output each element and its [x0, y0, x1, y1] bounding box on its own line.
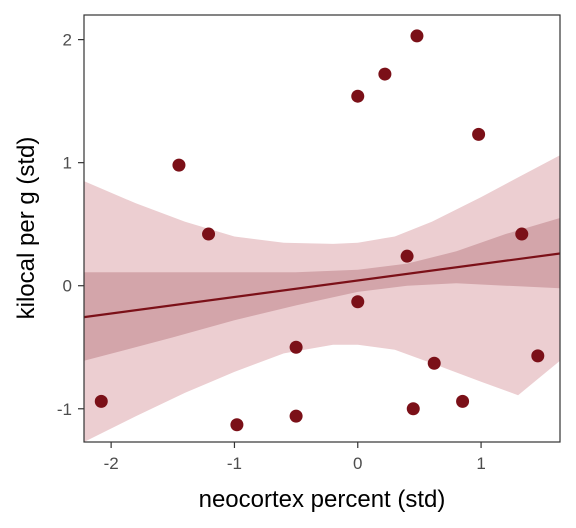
- regression-line: [84, 252, 560, 319]
- x-tick-label: 0: [353, 454, 362, 473]
- y-tick-label: 0: [63, 277, 72, 296]
- data-point: [289, 340, 303, 354]
- data-point: [230, 418, 244, 432]
- data-point: [406, 402, 420, 416]
- x-tick-label: -1: [227, 454, 242, 473]
- data-point: [351, 89, 365, 103]
- data-point: [351, 295, 365, 309]
- data-point: [472, 127, 486, 141]
- x-axis-title: neocortex percent (std): [199, 486, 446, 513]
- x-tick-label: -2: [104, 454, 119, 473]
- data-points: [94, 29, 545, 432]
- data-point: [172, 158, 186, 172]
- data-point: [202, 227, 216, 241]
- data-point: [531, 349, 545, 363]
- data-point: [456, 394, 470, 408]
- y-tick-label: 2: [63, 31, 72, 50]
- mean-interval-band: [84, 218, 560, 361]
- y-tick-label: -1: [57, 400, 72, 419]
- x-tick-label: 1: [476, 454, 485, 473]
- data-point: [410, 29, 424, 43]
- data-point: [94, 394, 108, 408]
- data-point: [289, 409, 303, 423]
- y-axis-title: kilocal per g (std): [13, 137, 40, 320]
- data-point: [515, 227, 529, 241]
- data-point: [427, 356, 441, 370]
- y-axis: -1 0 1 2: [57, 31, 84, 419]
- data-point: [400, 249, 414, 263]
- panel-border: [83, 14, 561, 443]
- x-axis: -2 -1 0 1: [104, 442, 486, 473]
- y-tick-label: 1: [63, 154, 72, 173]
- data-point: [378, 67, 392, 81]
